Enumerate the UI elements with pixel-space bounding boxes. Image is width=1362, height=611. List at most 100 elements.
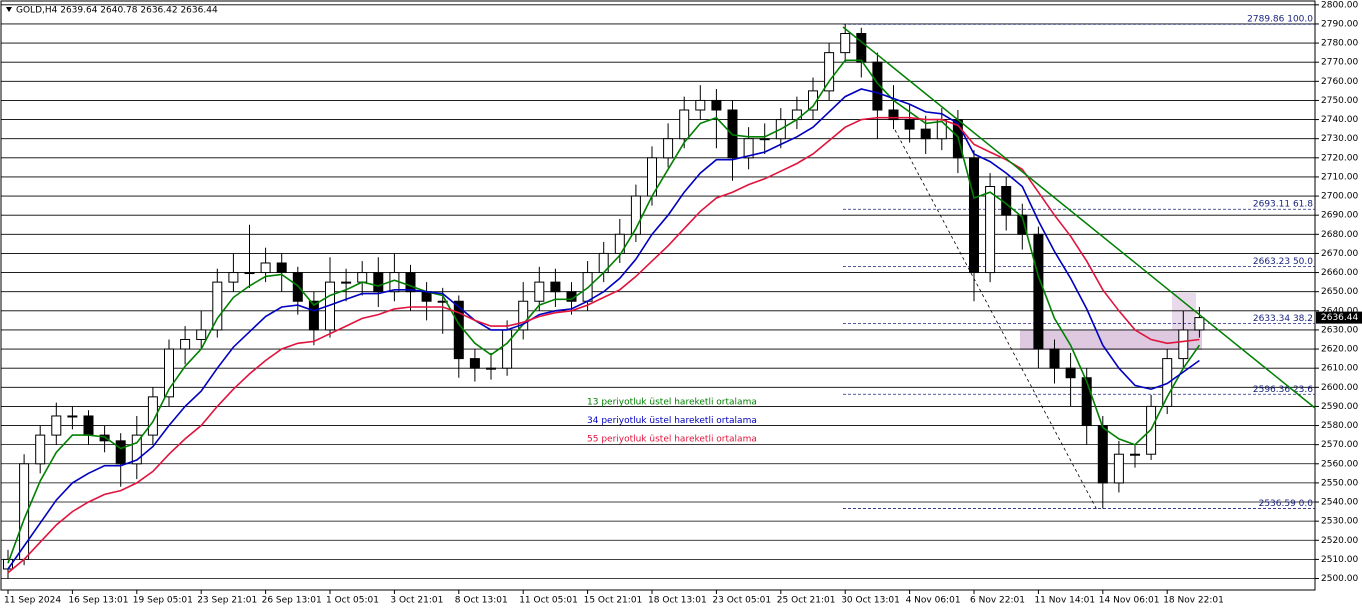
- x-tick-label: 11 Nov 14:01: [1034, 596, 1095, 606]
- candle-body: [1113, 453, 1124, 484]
- y-tick-label: 2730.00: [1321, 134, 1358, 144]
- price-marker-label: 2636.44: [1321, 313, 1358, 323]
- candle-body: [1178, 329, 1189, 360]
- candle-body: [1017, 214, 1028, 235]
- fib-label: 2693.11 61.8: [1253, 200, 1313, 210]
- candle-body: [534, 281, 545, 302]
- candle-body: [888, 109, 899, 121]
- y-tick-label: 2760.00: [1321, 77, 1358, 87]
- y-tick-label: 2690.00: [1321, 211, 1358, 221]
- candle-body: [341, 281, 352, 284]
- ema-line: [7, 116, 1200, 574]
- legend-entry: 13 periyotluk üstel hareketli ortalama: [587, 398, 757, 408]
- trend-line: [842, 26, 1316, 409]
- price-marker: [1316, 311, 1362, 324]
- y-tick-label: 2500.00: [1321, 574, 1358, 584]
- y-tick-label: 2750.00: [1321, 96, 1358, 106]
- candle-body: [502, 329, 513, 369]
- y-tick-label: 2600.00: [1321, 383, 1358, 393]
- y-tick-label: 2660.00: [1321, 268, 1358, 278]
- candle-body: [759, 138, 770, 141]
- candle-body: [695, 99, 706, 111]
- y-tick-label: 2570.00: [1321, 440, 1358, 450]
- candle-body: [196, 329, 207, 340]
- x-tick-label: 23 Oct 05:01: [712, 596, 771, 606]
- y-tick-label: 2630.00: [1321, 325, 1358, 335]
- x-tick-label: 3 Oct 21:01: [390, 596, 443, 606]
- fib-label: 2663.23 50.0: [1253, 257, 1313, 267]
- candle-body: [1194, 317, 1205, 331]
- x-tick-label: 19 Sep 05:01: [133, 596, 193, 606]
- x-tick-label: 16 Sep 13:01: [68, 596, 128, 606]
- x-tick-label: 18 Nov 22:01: [1163, 596, 1224, 606]
- candle-body: [147, 396, 158, 436]
- x-tick-label: 26 Sep 13:01: [262, 596, 322, 606]
- y-tick-label: 2590.00: [1321, 402, 1358, 412]
- candle-body: [276, 262, 287, 274]
- y-tick-label: 2800.00: [1321, 0, 1358, 10]
- y-tick-label: 2550.00: [1321, 478, 1358, 488]
- chart-title: GOLD,H4 2639.64 2640.78 2636.42 2636.44: [16, 6, 218, 16]
- candle-body: [1097, 425, 1108, 484]
- x-tick-label: 1 Oct 05:01: [326, 596, 379, 606]
- x-tick-label: 18 Oct 13:01: [648, 596, 707, 606]
- candle-body: [35, 434, 46, 465]
- candle-body: [679, 109, 690, 140]
- x-tick-label: 14 Nov 06:01: [1099, 596, 1160, 606]
- legend-entry: 55 periyotluk üstel hareketli ortalama: [587, 435, 757, 445]
- candle-body: [244, 272, 255, 275]
- candle-body: [663, 138, 674, 159]
- candle-body: [920, 128, 931, 140]
- candle-body: [164, 348, 174, 398]
- candle-body: [1130, 453, 1140, 456]
- fib-label: 2536.59 0.0: [1259, 499, 1314, 509]
- candle-body: [437, 300, 448, 303]
- y-tick-label: 2670.00: [1321, 249, 1358, 259]
- y-tick-label: 2650.00: [1321, 287, 1358, 297]
- fib-label: 2789.86 100.0: [1247, 15, 1313, 25]
- y-tick-label: 2710.00: [1321, 172, 1358, 182]
- y-tick-label: 2520.00: [1321, 536, 1358, 546]
- candle-body: [115, 440, 126, 465]
- x-tick-label: 8 Oct 13:01: [455, 596, 508, 606]
- y-tick-label: 2610.00: [1321, 364, 1358, 374]
- fib-label: 2633.34 38.2: [1253, 314, 1313, 324]
- x-tick-label: 23 Sep 21:01: [197, 596, 257, 606]
- y-tick-label: 2740.00: [1321, 115, 1358, 125]
- candle-body: [1081, 377, 1092, 427]
- y-tick-label: 2770.00: [1321, 58, 1358, 68]
- x-tick-label: 30 Oct 13:01: [841, 596, 900, 606]
- candle-body: [51, 415, 62, 436]
- candle-body: [743, 138, 754, 159]
- candle-body: [1162, 358, 1173, 407]
- y-tick-label: 2700.00: [1321, 192, 1358, 202]
- candle-body: [1033, 233, 1044, 350]
- y-tick-label: 2530.00: [1321, 517, 1358, 527]
- y-tick-label: 2580.00: [1321, 421, 1358, 431]
- ema-line: [7, 59, 1201, 564]
- candle-body: [856, 33, 867, 63]
- candle-body: [711, 99, 722, 111]
- candle-body: [872, 61, 883, 111]
- y-tick-label: 2540.00: [1321, 498, 1358, 508]
- candle-body: [518, 300, 529, 331]
- x-tick-label: 6 Nov 22:01: [970, 596, 1025, 606]
- candle-body: [131, 434, 142, 465]
- x-tick-label: 11 Sep 2024: [4, 596, 61, 606]
- candle-body: [550, 281, 561, 293]
- candle-body: [83, 415, 94, 436]
- plot-frame: [0, 0, 1316, 591]
- candle-body: [904, 119, 915, 130]
- ema-line: [7, 88, 1200, 570]
- candle-body: [614, 233, 625, 254]
- candle-body: [969, 157, 979, 274]
- candle-body: [1049, 348, 1060, 369]
- candle-body: [791, 109, 802, 121]
- candle-body: [469, 358, 480, 369]
- y-tick-label: 2640.00: [1321, 306, 1358, 316]
- zone-box: [1020, 330, 1202, 350]
- fib-label: 2596.36 23.6: [1253, 385, 1313, 395]
